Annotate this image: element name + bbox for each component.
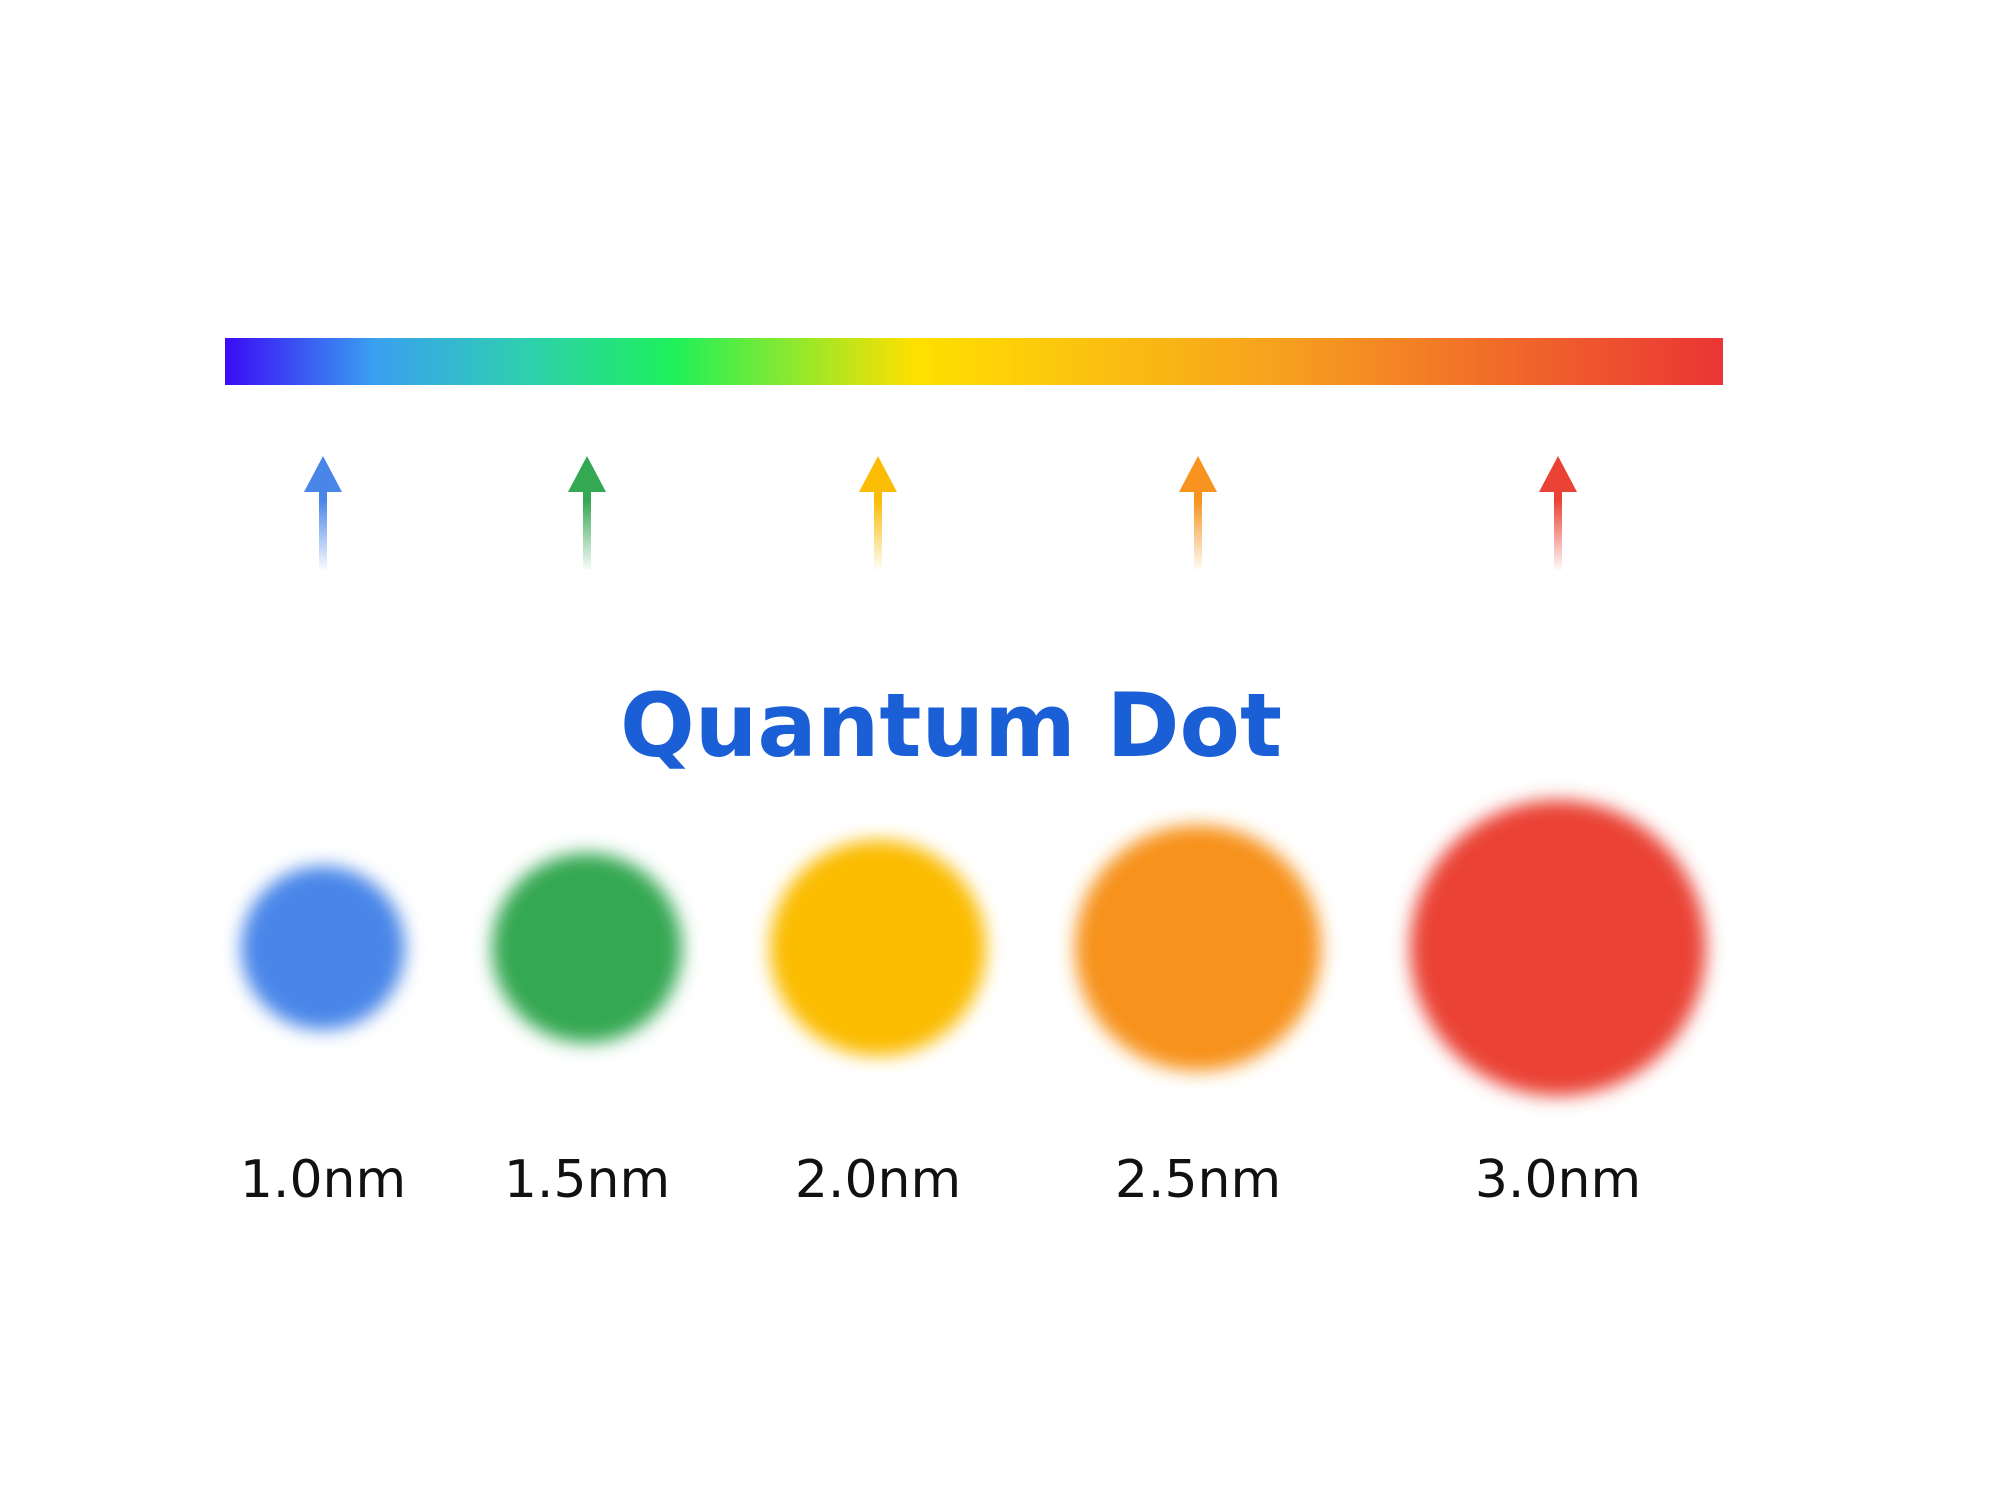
arrow-head [1179,456,1217,492]
quantum-dot [241,866,405,1030]
dots: 1.0nm 1.5nm 2.0nm 2.5nm 3.0nm [240,456,1706,1210]
arrow-fade [581,500,593,572]
arrow-fade [317,500,329,572]
quantum-dot [492,853,682,1043]
arrow-fade [1192,500,1204,572]
quantum-dot [770,840,986,1056]
title: Quantum Dot [620,674,1282,777]
arrow-head [568,456,606,492]
quantum-dot [1075,825,1321,1071]
size-label: 2.0nm [795,1150,961,1210]
quantum-dot [1410,800,1706,1096]
size-label: 1.5nm [504,1150,670,1210]
arrow-head [859,456,897,492]
size-label: 3.0nm [1475,1150,1641,1210]
size-label: 2.5nm [1115,1150,1281,1210]
arrow-head [1539,456,1577,492]
size-label: 1.0nm [240,1150,406,1210]
arrow-fade [1552,500,1564,572]
arrow-fade [872,500,884,572]
spectrum-bar [225,338,1723,385]
arrow-head [304,456,342,492]
